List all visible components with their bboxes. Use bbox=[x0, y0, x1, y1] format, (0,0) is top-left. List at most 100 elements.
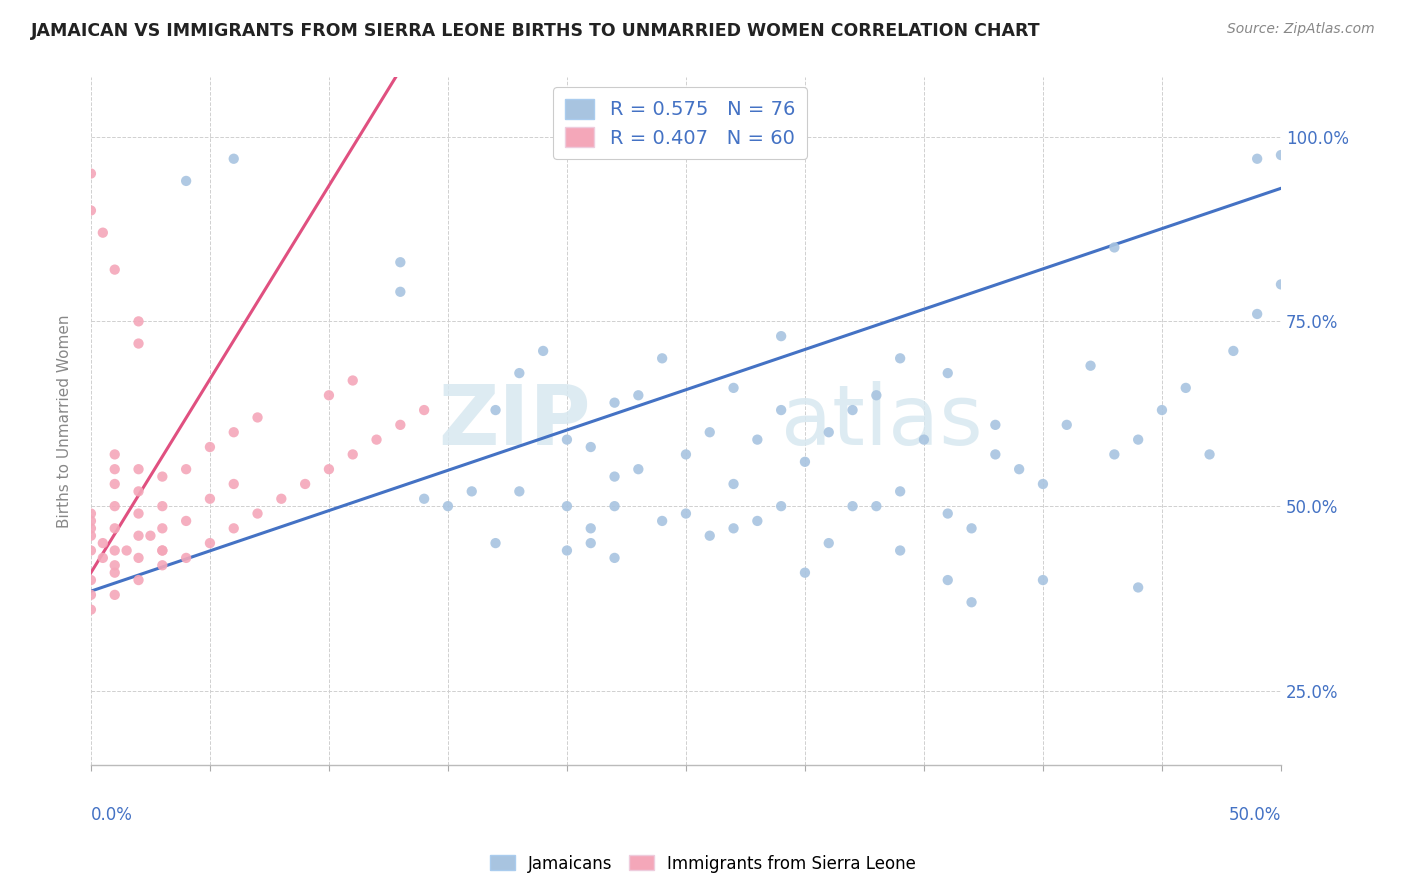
Point bbox=[508, 366, 530, 380]
Point bbox=[603, 499, 626, 513]
Point bbox=[555, 433, 578, 447]
Point bbox=[1080, 359, 1102, 373]
Point bbox=[817, 536, 839, 550]
Point bbox=[366, 433, 388, 447]
Point bbox=[960, 595, 983, 609]
Point bbox=[1270, 277, 1292, 292]
Point bbox=[984, 447, 1007, 461]
Point bbox=[150, 543, 173, 558]
Point bbox=[150, 469, 173, 483]
Point bbox=[936, 366, 959, 380]
Point bbox=[936, 573, 959, 587]
Point bbox=[318, 462, 340, 476]
Point bbox=[104, 558, 127, 573]
Point bbox=[1126, 581, 1149, 595]
Point bbox=[1246, 307, 1268, 321]
Point bbox=[794, 455, 817, 469]
Point bbox=[128, 314, 150, 328]
Point bbox=[150, 499, 173, 513]
Point bbox=[841, 403, 863, 417]
Point bbox=[817, 425, 839, 440]
Point bbox=[699, 425, 721, 440]
Point bbox=[246, 507, 269, 521]
Point bbox=[91, 536, 114, 550]
Point bbox=[80, 588, 103, 602]
Point bbox=[222, 477, 245, 491]
Point bbox=[150, 521, 173, 535]
Text: atlas: atlas bbox=[782, 381, 983, 462]
Point bbox=[484, 403, 506, 417]
Point bbox=[936, 507, 959, 521]
Point bbox=[198, 491, 221, 506]
Point bbox=[104, 543, 127, 558]
Point bbox=[912, 433, 935, 447]
Point bbox=[270, 491, 292, 506]
Point bbox=[222, 152, 245, 166]
Point bbox=[342, 374, 364, 388]
Point bbox=[128, 336, 150, 351]
Legend: Jamaicans, Immigrants from Sierra Leone: Jamaicans, Immigrants from Sierra Leone bbox=[484, 848, 922, 880]
Point bbox=[1032, 477, 1054, 491]
Point bbox=[80, 529, 103, 543]
Point bbox=[80, 507, 103, 521]
Point bbox=[723, 521, 745, 535]
Point bbox=[91, 226, 114, 240]
Point bbox=[508, 484, 530, 499]
Point bbox=[80, 602, 103, 616]
Point bbox=[104, 477, 127, 491]
Point bbox=[889, 351, 911, 366]
Point bbox=[484, 536, 506, 550]
Point bbox=[747, 433, 769, 447]
Text: 0.0%: 0.0% bbox=[91, 805, 132, 823]
Point bbox=[794, 566, 817, 580]
Point bbox=[174, 550, 197, 565]
Point bbox=[80, 543, 103, 558]
Point bbox=[841, 499, 863, 513]
Point bbox=[747, 514, 769, 528]
Point bbox=[1222, 343, 1244, 358]
Legend: R = 0.575   N = 76, R = 0.407   N = 60: R = 0.575 N = 76, R = 0.407 N = 60 bbox=[554, 87, 807, 160]
Point bbox=[198, 440, 221, 454]
Point bbox=[198, 536, 221, 550]
Point bbox=[150, 558, 173, 573]
Point bbox=[128, 573, 150, 587]
Point bbox=[139, 529, 162, 543]
Point bbox=[80, 167, 103, 181]
Point bbox=[104, 521, 127, 535]
Point bbox=[389, 285, 412, 299]
Point bbox=[222, 425, 245, 440]
Point bbox=[115, 543, 138, 558]
Point bbox=[723, 381, 745, 395]
Point bbox=[1174, 381, 1197, 395]
Point bbox=[1150, 403, 1173, 417]
Point bbox=[128, 507, 150, 521]
Point bbox=[246, 410, 269, 425]
Point bbox=[128, 462, 150, 476]
Point bbox=[80, 521, 103, 535]
Point bbox=[80, 203, 103, 218]
Point bbox=[413, 491, 436, 506]
Point bbox=[651, 514, 673, 528]
Point bbox=[603, 550, 626, 565]
Point bbox=[104, 588, 127, 602]
Point bbox=[531, 343, 554, 358]
Point bbox=[1126, 433, 1149, 447]
Point bbox=[1032, 573, 1054, 587]
Point bbox=[128, 484, 150, 499]
Point bbox=[579, 440, 602, 454]
Point bbox=[1270, 148, 1292, 162]
Point bbox=[174, 514, 197, 528]
Point bbox=[1198, 447, 1220, 461]
Point bbox=[723, 477, 745, 491]
Point bbox=[104, 447, 127, 461]
Point bbox=[770, 499, 793, 513]
Point bbox=[889, 543, 911, 558]
Point bbox=[80, 514, 103, 528]
Point bbox=[984, 417, 1007, 432]
Point bbox=[627, 462, 650, 476]
Point bbox=[699, 529, 721, 543]
Point bbox=[1246, 152, 1268, 166]
Point bbox=[104, 262, 127, 277]
Point bbox=[770, 329, 793, 343]
Point bbox=[294, 477, 316, 491]
